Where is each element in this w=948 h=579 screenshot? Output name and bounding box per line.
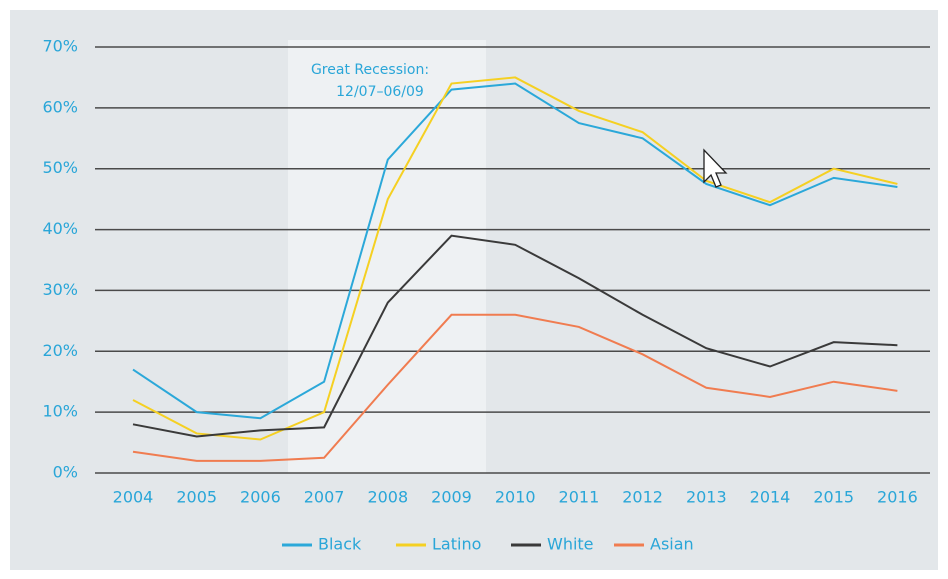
x-tick-label: 2015: [813, 488, 854, 507]
x-tick-label: 2010: [495, 488, 536, 507]
x-tick-label: 2016: [877, 488, 918, 507]
y-tick-label: 70%: [42, 37, 78, 56]
legend-label: Latino: [432, 535, 481, 554]
y-tick-label: 50%: [42, 158, 78, 177]
mouse-cursor: [703, 148, 728, 188]
recession-band: [288, 40, 486, 473]
y-tick-label: 0%: [53, 463, 78, 482]
legend-label: Black: [318, 535, 362, 554]
x-tick-label: 2006: [240, 488, 281, 507]
y-tick-label: 60%: [42, 97, 78, 116]
y-tick-label: 30%: [42, 280, 78, 299]
annotation: Great Recession:: [311, 62, 429, 78]
x-tick-label: 2014: [750, 488, 791, 507]
legend-label: White: [547, 535, 594, 554]
annotation: 12/07–06/09: [336, 84, 424, 100]
x-tick-label: 2011: [559, 488, 600, 507]
x-tick-label: 2004: [113, 488, 154, 507]
x-tick-label: 2005: [176, 488, 217, 507]
x-tick-label: 2007: [304, 488, 345, 507]
y-tick-label: 20%: [42, 341, 78, 360]
legend-label: Asian: [650, 535, 694, 554]
y-tick-label: 10%: [42, 402, 78, 421]
y-tick-label: 40%: [42, 219, 78, 238]
series-line: [132, 82, 898, 420]
x-tick-label: 2012: [622, 488, 663, 507]
x-tick-label: 2013: [686, 488, 727, 507]
series-line: [132, 76, 898, 441]
x-tick-label: 2008: [367, 488, 408, 507]
series-line: [132, 234, 898, 438]
x-tick-label: 2009: [431, 488, 472, 507]
series-line: [132, 313, 898, 462]
